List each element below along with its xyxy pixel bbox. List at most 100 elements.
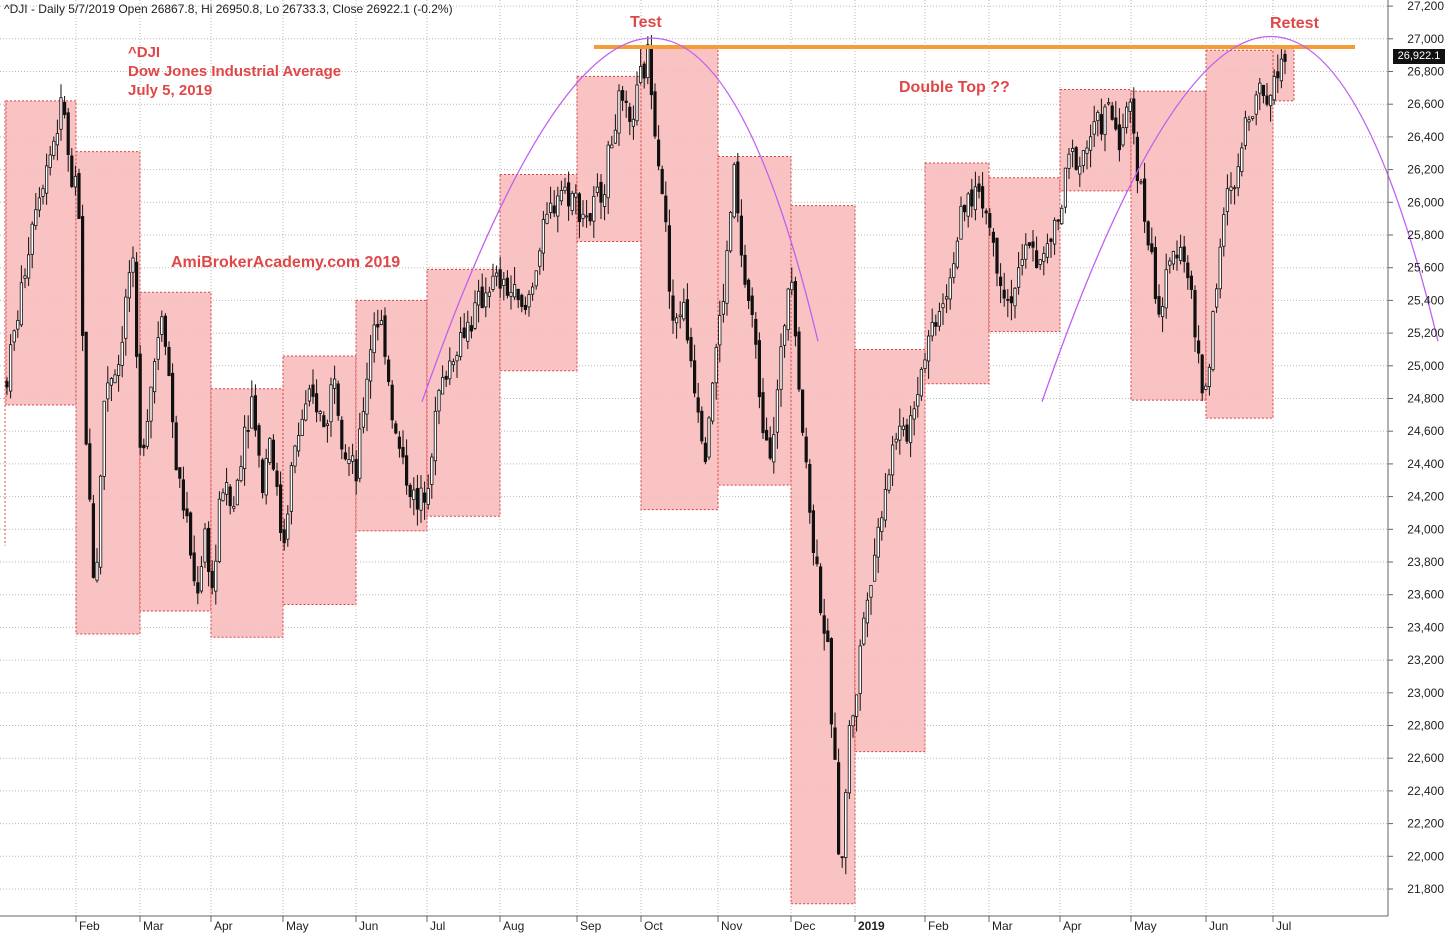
x-tick-label: May [1134, 919, 1157, 933]
candle-down [703, 442, 708, 463]
y-tick-label: 23,800 [1407, 555, 1444, 569]
candle-up [1207, 366, 1211, 388]
candle-down [70, 155, 74, 187]
candle-down [340, 419, 344, 450]
candle-up [948, 277, 952, 300]
date-annotation: July 5, 2019 [128, 82, 213, 99]
candle-down [278, 484, 283, 534]
resistance-and-arcs [421, 35, 1439, 402]
candle-up [12, 330, 16, 343]
candle-up [581, 213, 585, 219]
candle-up [790, 281, 794, 291]
candle-up [300, 418, 304, 436]
candle-up [894, 438, 898, 443]
candle-up [124, 296, 128, 339]
candle-down [819, 566, 823, 614]
candle-up [563, 186, 567, 192]
candle-up [937, 310, 942, 327]
candle-down [523, 304, 528, 310]
candle-up [264, 458, 268, 496]
candle-down [386, 359, 391, 383]
candle-up [106, 382, 110, 400]
monthly-range-box [1205, 49, 1274, 419]
candle-up [268, 438, 272, 463]
candle-up [876, 526, 880, 558]
candle-up [26, 254, 31, 279]
candle-down [142, 444, 146, 449]
watermark-annotation: AmiBrokerAcademy.com 2019 [171, 254, 401, 271]
candle-up [574, 192, 578, 198]
candle-down [642, 63, 646, 79]
candle-up [1128, 101, 1132, 112]
y-tick-label: 24,400 [1407, 457, 1444, 471]
candle-up [16, 319, 20, 330]
candle-down [588, 213, 592, 222]
x-tick-label: Mar [143, 919, 164, 933]
candle-down [567, 182, 571, 207]
candle-down [970, 189, 974, 207]
candle-down [1002, 289, 1006, 299]
candle-down [1150, 243, 1154, 253]
symbol-annotation: ^DJI [128, 44, 161, 61]
candle-down [963, 204, 967, 213]
candle-up [855, 694, 859, 717]
candle-up [635, 84, 639, 122]
candle-down [1200, 354, 1204, 394]
candle-up [585, 215, 589, 218]
y-tick-label: 26,000 [1407, 195, 1444, 209]
index-name-annotation: Dow Jones Industrial Average [128, 63, 342, 80]
x-tick-label: Aug [503, 919, 524, 933]
candle-down [181, 479, 185, 511]
y-tick-label: 24,800 [1407, 392, 1444, 406]
candle-down [210, 570, 214, 588]
candle-up [1081, 150, 1085, 166]
candle-down [163, 315, 167, 347]
candle-down [246, 430, 250, 432]
candle-down [667, 225, 672, 292]
candle-up [419, 487, 423, 511]
candle-up [711, 382, 715, 422]
candle-up [1222, 214, 1226, 247]
candle-down [743, 254, 747, 285]
candle-up [955, 240, 960, 268]
y-tick-label: 26,400 [1407, 130, 1444, 144]
candle-down [804, 436, 808, 463]
candle-down [1186, 262, 1190, 279]
y-tick-label: 23,400 [1407, 620, 1444, 634]
x-tick-label: Jun [1209, 919, 1228, 933]
x-tick-label: Mar [992, 919, 1013, 933]
y-tick-label: 25,600 [1407, 261, 1444, 275]
candle-up [286, 513, 290, 540]
candle-down [1157, 296, 1161, 315]
candle-down [1261, 84, 1265, 96]
retest-annotation: Retest [1270, 15, 1319, 32]
monthly-range-boxes [4, 46, 1295, 905]
candle-up [869, 585, 873, 598]
arc-curve [1041, 35, 1439, 402]
candle-up [844, 791, 848, 858]
candle-up [426, 488, 430, 505]
candle-up [120, 341, 124, 366]
candle-down [1265, 95, 1269, 105]
candle-up [296, 435, 301, 452]
candle-down [685, 299, 690, 341]
candle-down [988, 213, 992, 228]
y-tick-label: 26,600 [1407, 97, 1444, 111]
candle-down [422, 492, 427, 503]
candle-down [1146, 221, 1150, 246]
candle-up [1229, 186, 1233, 191]
candle-up [718, 315, 722, 346]
candle-up [325, 423, 330, 426]
candle-up [862, 617, 866, 645]
candle-down [660, 168, 664, 195]
candle-down [736, 161, 740, 214]
candle-up [923, 359, 927, 369]
candle-up [1269, 94, 1273, 107]
candle-up [73, 175, 77, 188]
candle-down [1175, 254, 1179, 259]
candle-up [152, 361, 157, 393]
candle-up [293, 445, 297, 467]
candle-up [912, 408, 916, 420]
candle-up [307, 388, 312, 402]
y-tick-label: 23,000 [1407, 686, 1444, 700]
